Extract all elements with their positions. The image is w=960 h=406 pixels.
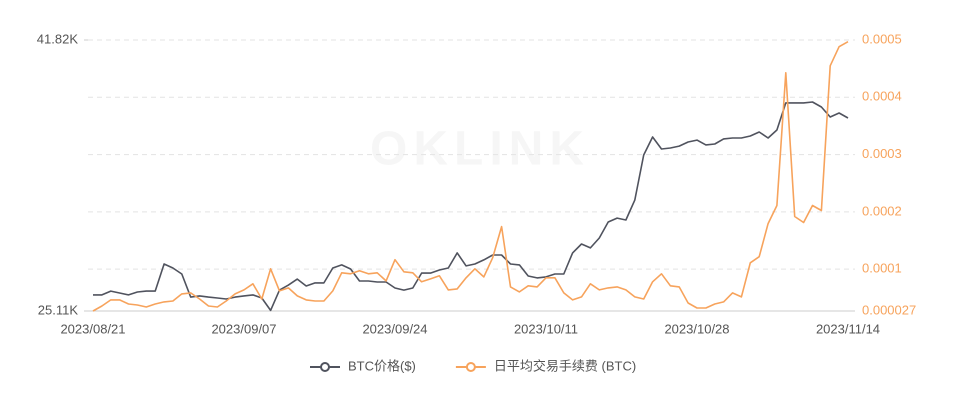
legend-label: 日平均交易手续费 (BTC): [494, 358, 636, 373]
legend-label: BTC价格($): [348, 358, 416, 373]
x-tick-label: 2023/09/24: [362, 321, 427, 336]
x-tick-label: 2023/10/11: [514, 321, 578, 336]
series-line: [93, 101, 849, 312]
x-tick-label: 2023/08/21: [60, 321, 125, 336]
y-tick-label: 41.82K: [37, 31, 79, 46]
x-tick-label: 2023/10/28: [664, 321, 729, 336]
x-tick-label: 2023/09/07: [211, 321, 276, 336]
y2-tick-label: 0.0003: [862, 146, 902, 161]
series-line: [92, 41, 849, 312]
legend-marker: [465, 362, 476, 372]
legend-marker: [320, 362, 330, 372]
y2-tick-label: 0.0001: [862, 261, 902, 276]
y2-tick-label: 0.0005: [862, 31, 902, 46]
y2-tick-label: 0.0002: [862, 203, 902, 218]
y-tick-label: 25.11K: [38, 302, 79, 317]
x-tick-label: 2023/11/14: [816, 321, 880, 336]
y2-tick-label: 0.000027: [862, 302, 916, 317]
watermark: OKLINK: [370, 123, 590, 176]
y2-tick-label: 0.0004: [862, 89, 902, 104]
